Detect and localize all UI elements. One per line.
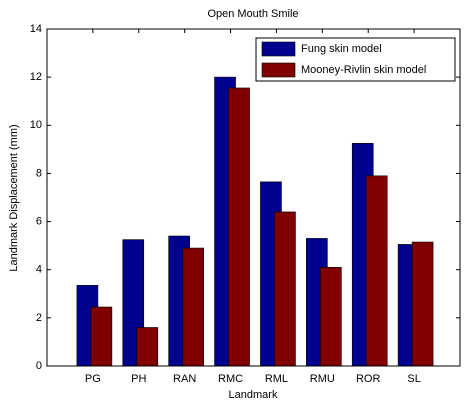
- y-tick-label: 2: [36, 312, 42, 324]
- bar: [182, 247, 204, 367]
- axes-box: [46, 28, 461, 367]
- y-tick-label: 0: [36, 360, 42, 372]
- y-tick-label: 4: [36, 264, 42, 276]
- bar: [411, 241, 434, 367]
- x-tick-label: RMC: [218, 373, 243, 385]
- x-axis-label: Landmark: [229, 389, 278, 401]
- legend-label: Mooney-Rivlin skin model: [301, 64, 426, 76]
- legend-label: Fung skin model: [301, 43, 382, 55]
- chart-title: Open Mouth Smile: [207, 8, 298, 20]
- x-tick-label: RML: [265, 373, 288, 385]
- bar: [90, 306, 113, 367]
- y-axis-label: Landmark Displacement (mm): [8, 124, 20, 271]
- y-tick-label: 6: [36, 215, 42, 227]
- x-tick-label: ROR: [356, 373, 381, 385]
- legend-swatch: [261, 41, 296, 57]
- bar: [274, 211, 296, 367]
- x-tick-label: SL: [407, 373, 420, 385]
- x-tick-label: RMU: [310, 373, 335, 385]
- bar: [365, 175, 388, 367]
- bar: [136, 327, 159, 367]
- y-tick-label: 12: [30, 71, 42, 83]
- legend-swatch: [261, 62, 296, 78]
- y-tick-label: 10: [30, 119, 42, 131]
- x-tick-label: RAN: [173, 373, 196, 385]
- y-tick-label: 14: [30, 23, 42, 35]
- y-tick-label: 8: [36, 167, 42, 179]
- x-tick-label: PH: [131, 373, 146, 385]
- bar: [320, 267, 342, 367]
- x-tick-label: PG: [85, 373, 101, 385]
- bar: [228, 87, 250, 367]
